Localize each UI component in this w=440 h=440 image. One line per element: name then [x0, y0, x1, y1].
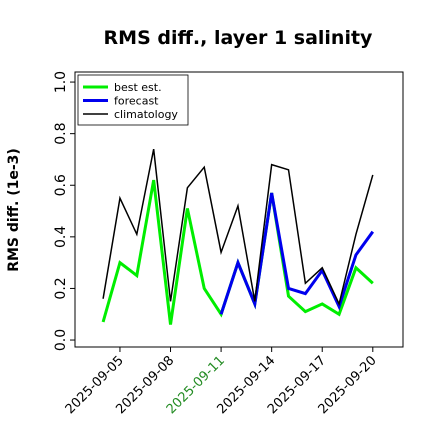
series-line [219, 192, 375, 315]
y-tick-label: 0.8 [53, 123, 69, 145]
chart-title: RMS diff., layer 1 salinity [104, 27, 374, 49]
legend-label: forecast [114, 95, 159, 108]
y-tick-label: 0.6 [53, 174, 69, 196]
y-tick-label: 0.0 [53, 329, 69, 351]
plot-frame [74, 71, 404, 348]
y-tick-label: 0.2 [53, 277, 69, 299]
legend-label: best est. [114, 81, 162, 94]
y-axis-label: RMS diff. (1e-3) [6, 148, 22, 272]
legend-label: climatology [114, 108, 178, 121]
y-tick-label: 1.0 [53, 71, 69, 93]
series-line [102, 148, 374, 307]
y-tick-label: 0.4 [53, 226, 69, 248]
